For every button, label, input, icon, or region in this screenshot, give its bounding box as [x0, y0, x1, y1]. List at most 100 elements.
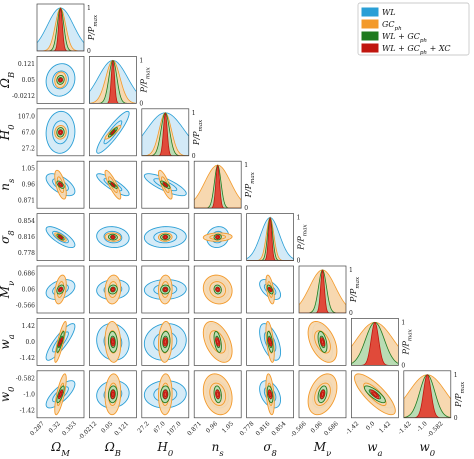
panel-frame [246, 370, 294, 419]
panel-5-2 [141, 265, 190, 314]
xtick-label: -1.42 [397, 420, 413, 436]
diag-tick-top: 1 [401, 319, 405, 326]
panel-frame [141, 318, 190, 366]
panel-frame [193, 370, 242, 419]
ylabel-w-0: w0 [0, 386, 16, 402]
diag-tick-bottom: 0 [401, 362, 405, 369]
panel-frame [89, 318, 137, 366]
panel-6-0: -1.42 0.0 1.42 [20, 318, 85, 366]
panel-frame [193, 318, 242, 366]
panel-3-3: P/Pmax 1 0 [193, 160, 256, 212]
contour-wl-inner [103, 230, 123, 244]
xtick-label: -0.566 [289, 420, 308, 439]
panel-4-0: 0.778 0.816 0.854 [18, 213, 85, 261]
contour-wl-inner [52, 120, 69, 145]
legend-entry: WL + GCph [382, 32, 427, 44]
panel-frame [193, 213, 242, 261]
contour-wl-gc-ph-xc-inner [58, 130, 63, 134]
panel-frame [141, 265, 190, 314]
legend-swatch [361, 19, 379, 29]
contour-wl-gc-ph-xc-inner [216, 235, 220, 239]
ytick-label: 0.0 [25, 339, 35, 346]
ytick-label: -1.0 [23, 391, 35, 398]
contour-wl-gc-ph-xc-inner [320, 339, 325, 345]
panel-5-1 [89, 265, 137, 314]
xtick-label: 0.287 [29, 420, 46, 437]
panel-frame [36, 3, 85, 52]
panel-5-0: -0.566 0.06 0.686 [16, 265, 85, 314]
legend-entry: WL + GCph + XC [382, 44, 451, 56]
diag-ylabel: P/Pmax [244, 171, 256, 198]
contour-wl-gc-ph-xc-inner [111, 287, 115, 292]
xlabel--m: ΩM [50, 440, 70, 458]
contour-wl-gc-ph-xc-inner [111, 391, 115, 398]
panel-frame [36, 265, 85, 314]
panel-frame [141, 213, 190, 261]
xtick-label: 1.42 [378, 420, 393, 435]
xtick-label: 0.0 [365, 420, 377, 432]
diag-tick-bottom: 0 [297, 258, 301, 265]
ytick-label: 0.05 [22, 77, 36, 84]
diag-tick-top: 1 [297, 215, 301, 222]
panel-frame [36, 318, 85, 366]
panel-frame [193, 265, 242, 314]
diag-tick-top: 1 [454, 372, 458, 379]
contour-wl-gc-ph-xc-inner [163, 391, 167, 398]
xlabel--8: σ8 [263, 440, 277, 458]
diag-ylabel: P/Pmax [192, 119, 204, 146]
panel-6-1 [89, 318, 137, 366]
ytick-label: 67.0 [22, 129, 36, 136]
panel-frame [89, 108, 137, 157]
diag-tick-top: 1 [244, 162, 248, 169]
ytick-label: 1.05 [22, 166, 36, 173]
panel-4-1 [89, 213, 137, 261]
contour-wl-inner [153, 230, 178, 244]
contour-gc-ph-inner [314, 330, 331, 354]
diag-ylabel: P/Pmax [139, 66, 151, 93]
contour-wl-inner [52, 230, 69, 244]
diag-tick-top: 1 [139, 57, 143, 64]
ylabel-w-a: wa [0, 334, 16, 349]
panel-7-1: -0.0212 0.050.121 [77, 370, 137, 441]
diag-ylabel: P/Pmax [87, 14, 99, 41]
legend-box [357, 2, 470, 56]
ytick-label: 0.121 [18, 61, 35, 68]
legend-swatch [361, 31, 379, 41]
diag-tick-top: 1 [87, 5, 91, 12]
legend-entry: WL [382, 8, 396, 17]
panel-frame [193, 160, 242, 209]
axis-labels: ΩM ΩB H0 ns σ8 Mν wa w0 ΩB H0 ns σ8 Mν wa w0 [0, 72, 436, 458]
diag-tick-bottom: 0 [244, 205, 248, 212]
panel-frame [246, 265, 294, 314]
panel-frame [89, 370, 137, 419]
panel-frame [36, 56, 85, 104]
contour-wl-gc-ph-xc-inner [111, 235, 115, 239]
xtick-label: -0.582 [426, 420, 445, 439]
xtick-label: -1.42 [345, 420, 361, 436]
diag-ylabel: P/Pmax [401, 328, 413, 355]
diag-ylabel: P/Pmax [454, 381, 466, 408]
panel-6-4 [246, 318, 294, 366]
contour-gc-ph-inner [363, 382, 387, 406]
panel-frame [141, 108, 190, 157]
contour-wl-gc-ph-xc-inner [58, 391, 63, 398]
panel-7-3: 0.871 0.96 1.05 [186, 370, 242, 437]
xtick-label: 1.05 [221, 420, 236, 435]
contour-gc-ph-inner [209, 330, 227, 354]
ytick-label: 0.686 [18, 271, 35, 278]
contour-gc-ph-inner [161, 176, 170, 194]
contour-wl-gc-ph-xc-inner [216, 391, 220, 398]
contour-gc-ph-inner [209, 382, 227, 406]
xtick-label: 0.854 [270, 420, 287, 437]
xtick-label: 0.778 [238, 420, 255, 437]
contour-wl-gc-ph-xc-inner [216, 339, 220, 345]
ytick-label: 0.778 [18, 250, 35, 257]
panel-6-3 [193, 318, 242, 366]
xtick-label: 0.816 [254, 420, 271, 437]
ytick-label: 27.2 [22, 145, 36, 152]
panel-frame [351, 370, 399, 419]
panel-0-0: P/Pmax 1 0 [36, 3, 99, 55]
xtick-label: -0.0212 [77, 420, 98, 441]
